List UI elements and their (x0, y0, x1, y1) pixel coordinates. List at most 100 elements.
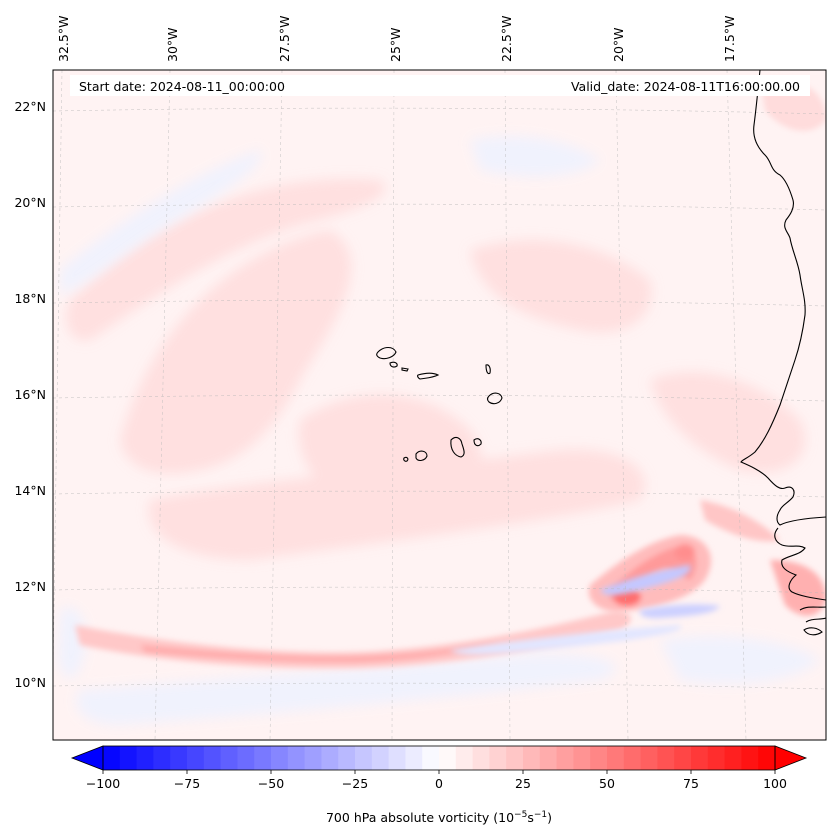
island-boa-vista (486, 392, 503, 405)
colorbar-tick-label: −75 (174, 776, 200, 791)
colorbar-tick-label: −100 (86, 776, 120, 791)
gridline-lon-25 (391, 70, 395, 740)
negative-patch-south (76, 654, 616, 725)
colorbar-tick-label: 100 (763, 776, 787, 791)
colorbar-label-suffix: ) (547, 810, 552, 825)
colorbar-segment (472, 746, 490, 770)
gridline-lat-14 (53, 490, 826, 498)
colorbar-segment (237, 746, 255, 770)
island-maio (473, 438, 482, 447)
colorbar-segment (506, 746, 524, 770)
colorbar-segment (355, 746, 373, 770)
colorbar-tick-label: −50 (258, 776, 284, 791)
negative-patch-east (660, 636, 820, 684)
colorbar-segment (439, 746, 457, 770)
colorbar-segment (758, 746, 776, 770)
gridlines (53, 70, 826, 740)
lat-label: 20°N (14, 195, 46, 210)
lat-label: 12°N (14, 579, 46, 594)
colorbar-label-prefix: 700 hPa absolute vorticity (10 (326, 810, 514, 825)
guinea-coast (799, 606, 826, 636)
island-brava (403, 456, 409, 462)
gridline-lon-17-5 (726, 70, 747, 740)
lat-label: 18°N (14, 291, 46, 306)
negative-patch-nw (60, 150, 262, 295)
colorbar-segment (136, 746, 154, 770)
lon-label: 27.5°W (277, 16, 292, 62)
colorbar-segment (674, 746, 692, 770)
colorbar-segment (405, 746, 423, 770)
itcz-band-core (140, 642, 500, 663)
latitude-labels: 22°N 20°N 18°N 16°N 14°N 12°N 10°N (14, 99, 46, 690)
colorbar-label: 700 hPa absolute vorticity (10−5s−1) (326, 810, 552, 825)
coastal-positive-se (770, 560, 826, 616)
positive-patch-east (650, 372, 806, 473)
lon-label: 25°W (388, 27, 403, 62)
gridline-lat-12 (53, 586, 826, 594)
negative-patch-north (470, 136, 600, 177)
colorbar: −100 −75 −50 −25 0 25 50 75 100 700 hPa absolute… (70, 745, 808, 825)
gridline-lon-20 (615, 70, 629, 740)
gridline-lat-22 (53, 107, 826, 115)
colorbar-segment (523, 746, 541, 770)
island-sao-vicente (389, 361, 398, 368)
colorbar-label-mid: s (527, 810, 534, 825)
island-santo-antao (376, 346, 397, 360)
colorbar-segment (489, 746, 507, 770)
positive-background (66, 178, 806, 560)
colorbar-segment (153, 746, 171, 770)
gridline-lat-16 (53, 394, 826, 402)
colorbar-segment (271, 746, 289, 770)
colorbar-segment (371, 746, 390, 770)
island-sal (485, 364, 491, 375)
lat-label: 16°N (14, 387, 46, 402)
colorbar-segment (691, 746, 709, 770)
colorbar-segment (657, 746, 675, 770)
colorbar-segment (338, 746, 356, 770)
coastlines (376, 70, 826, 636)
colorbar-segment (707, 746, 726, 770)
lon-label: 20°W (611, 27, 626, 62)
lat-label: 10°N (14, 675, 46, 690)
positive-patch-nw-streak (66, 178, 386, 341)
gridline-lat-20 (53, 203, 826, 211)
negative-streak-lower (639, 604, 720, 619)
colorbar-segment (287, 746, 306, 770)
negative-background (58, 136, 820, 725)
colorbar-segment (724, 746, 742, 770)
gridline-lon-22-5 (504, 70, 511, 740)
island-fogo (415, 450, 428, 461)
info-box (70, 75, 810, 96)
colorbar-segment (203, 746, 222, 770)
island-sao-nicolau (417, 372, 440, 380)
start-date-label: Start date: 2024-08-11_00:00:00 (79, 79, 285, 94)
colorbar-segment (187, 746, 205, 770)
colorbar-segment (220, 746, 238, 770)
lon-label: 22.5°W (499, 16, 514, 62)
colorbar-tick-label: 75 (683, 776, 699, 791)
colorbar-ticks: −100 −75 −50 −25 0 25 50 75 100 (86, 770, 787, 791)
colorbar-tick-label: 0 (435, 776, 443, 791)
colorbar-segment (119, 746, 138, 770)
lat-label: 14°N (14, 483, 46, 498)
gridline-lon-27-5 (269, 70, 283, 740)
colorbar-segment (455, 746, 474, 770)
island-santiago (450, 436, 465, 458)
colorbar-segment (388, 746, 406, 770)
gridline-lat-18 (53, 299, 826, 307)
colorbar-extend-low (70, 745, 104, 771)
colorbar-segment (304, 746, 322, 770)
colorbar-extend-high (774, 745, 808, 771)
colorbar-label-exp1: −5 (514, 810, 527, 820)
colorbar-segment (254, 746, 272, 770)
colorbar-segment (539, 746, 558, 770)
colorbar-tick-label: 25 (515, 776, 531, 791)
positive-patch-west (120, 230, 352, 474)
negative-streaks (450, 565, 720, 655)
map-frame (52, 69, 827, 741)
lon-label: 17.5°W (722, 16, 737, 62)
negative-streak-upper (600, 565, 691, 595)
lon-label: 32.5°W (56, 16, 71, 62)
island-santa-luzia (401, 367, 409, 372)
